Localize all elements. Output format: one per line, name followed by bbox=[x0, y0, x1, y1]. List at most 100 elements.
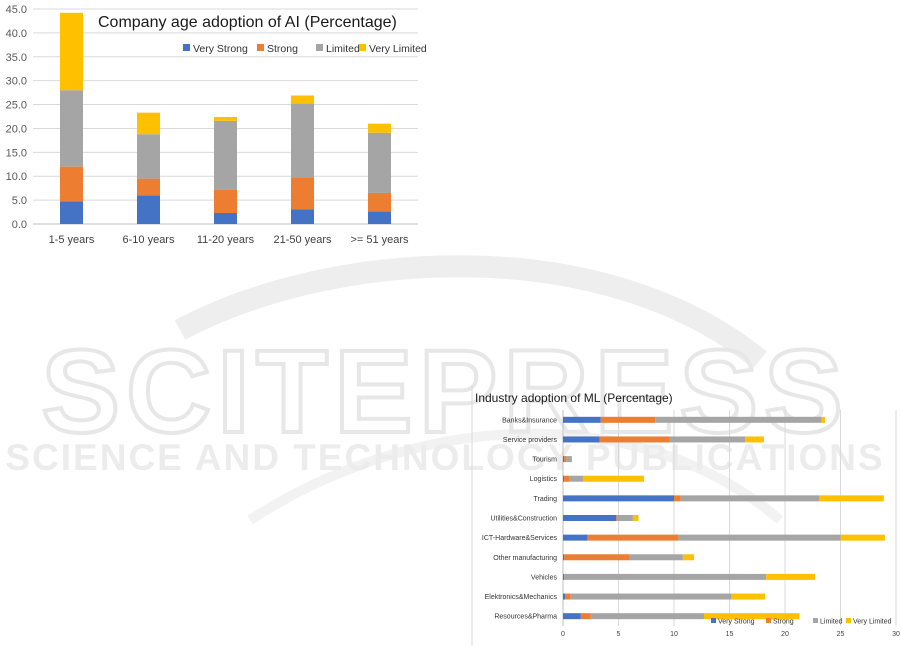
y-tick-label: Logistics bbox=[530, 476, 558, 483]
bar-very-strong bbox=[368, 211, 391, 224]
bar-very-strong bbox=[214, 213, 237, 224]
bar-limited bbox=[617, 515, 633, 521]
company-age-chart: 0.0 5.0 10.0 15.0 20.0 25.0 30.0 35.0 40.0 45.0 1-… bbox=[6, 4, 427, 246]
bar-limited bbox=[655, 416, 822, 423]
y-tick-label: 0.0 bbox=[12, 219, 27, 231]
watermark-swoosh bbox=[174, 255, 767, 369]
legend-swatch-strong bbox=[257, 44, 264, 51]
bar-strong bbox=[564, 554, 630, 561]
y-tick-label: 20.0 bbox=[6, 123, 27, 135]
legend-label-very-strong: Very Strong bbox=[193, 43, 248, 55]
bar-very-strong bbox=[563, 613, 581, 620]
bar-very-strong bbox=[563, 436, 600, 443]
bar-very-strong bbox=[137, 195, 160, 224]
y-tick-label: Utilities&Construction bbox=[490, 516, 557, 523]
bar-strong bbox=[368, 192, 391, 212]
bar-strong bbox=[580, 613, 591, 620]
bar-very-limited bbox=[840, 534, 885, 541]
y-tick-label: 40.0 bbox=[6, 28, 27, 40]
x-tick-label: 1-5 years bbox=[49, 234, 95, 246]
x-tick-label: 0 bbox=[561, 631, 565, 638]
bar-limited bbox=[569, 475, 583, 482]
bar-very-limited bbox=[60, 12, 83, 91]
bar-very-strong bbox=[563, 554, 565, 561]
x-tick-label: >= 51 years bbox=[350, 234, 409, 246]
legend-swatch-very-strong bbox=[183, 44, 190, 51]
bar-limited bbox=[566, 456, 572, 463]
bar-very-limited bbox=[368, 123, 391, 133]
bar-very-strong bbox=[563, 416, 601, 423]
bar-very-limited bbox=[819, 495, 884, 502]
y-tick-label: Banks&Insurance bbox=[502, 417, 557, 424]
bar-very-strong bbox=[291, 209, 314, 224]
legend-label-very-limited: Very Limited bbox=[369, 43, 427, 55]
bar-strong bbox=[137, 178, 160, 196]
x-tick-label: 11-20 years bbox=[197, 234, 255, 246]
legend-swatch-limited bbox=[316, 44, 323, 51]
bar-very-strong bbox=[60, 201, 83, 224]
x-tick-label: 21-50 years bbox=[273, 234, 332, 246]
y-tick-label: Trading bbox=[534, 496, 558, 503]
bar-strong bbox=[587, 534, 679, 541]
y-tick-label: Other manufacturing bbox=[493, 555, 557, 562]
y-tick-label: 10.0 bbox=[6, 171, 27, 183]
bar-very-strong bbox=[563, 593, 566, 600]
y-tick-label: Service providers bbox=[503, 437, 558, 444]
y-tick-label: 30.0 bbox=[6, 76, 27, 88]
x-tick-label: 15 bbox=[726, 631, 734, 638]
x-tick-label: 20 bbox=[781, 631, 789, 638]
legend-swatch-limited bbox=[813, 618, 818, 623]
y-tick-label: Tourism bbox=[532, 457, 557, 464]
bar-limited bbox=[137, 134, 160, 179]
bar-very-strong bbox=[563, 475, 565, 482]
y-tick-label: Resources&Pharma bbox=[494, 614, 557, 621]
bar-very-limited bbox=[582, 475, 645, 482]
bar-limited bbox=[60, 90, 83, 167]
bar-very-limited bbox=[214, 116, 237, 121]
bar-limited bbox=[368, 132, 391, 193]
bar-strong bbox=[214, 189, 237, 214]
bar-very-limited bbox=[821, 416, 825, 423]
x-tick-label: 5 bbox=[617, 631, 621, 638]
bar-strong bbox=[616, 515, 618, 521]
legend-label-very-limited: Very Limited bbox=[853, 619, 892, 626]
bar-very-limited bbox=[745, 436, 764, 443]
legend-swatch-strong bbox=[766, 618, 771, 623]
bar-limited bbox=[629, 554, 683, 561]
bar-limited bbox=[291, 103, 314, 178]
bar-very-limited bbox=[291, 95, 314, 104]
chart-title: Industry adoption of ML (Percentage) bbox=[475, 391, 673, 405]
bar-very-limited bbox=[137, 112, 160, 135]
x-tick-label: 25 bbox=[837, 631, 845, 638]
y-tick-label: 45.0 bbox=[6, 4, 27, 16]
bar-limited bbox=[570, 593, 732, 600]
watermark-subtitle: SCIENCE AND TECHNOLOGY PUBLICATIONS bbox=[5, 437, 884, 478]
bar-strong bbox=[564, 475, 570, 482]
y-tick-label: 35.0 bbox=[6, 52, 27, 64]
bar-very-strong bbox=[563, 534, 588, 541]
bar-very-strong bbox=[563, 515, 617, 521]
bar-strong bbox=[565, 593, 571, 600]
legend-label-limited: Limited bbox=[820, 619, 843, 626]
bar-strong bbox=[674, 495, 681, 502]
y-tick-label: 5.0 bbox=[12, 195, 27, 207]
bar-very-limited bbox=[703, 613, 800, 620]
bar-very-limited bbox=[632, 515, 639, 521]
y-tick-label: 25.0 bbox=[6, 100, 27, 112]
bar-very-strong bbox=[563, 456, 565, 463]
y-tick-label: 15.0 bbox=[6, 147, 27, 159]
bar-very-limited bbox=[731, 593, 766, 600]
y-tick-label: Elektronics&Mechanics bbox=[485, 594, 558, 601]
bar-limited bbox=[669, 436, 746, 443]
bar-limited bbox=[564, 573, 767, 580]
bar-very-strong bbox=[563, 495, 674, 502]
legend-swatch-very-strong bbox=[711, 618, 716, 623]
legend-label-strong: Strong bbox=[773, 619, 794, 626]
bar-very-limited bbox=[682, 554, 694, 561]
chart-title: Company age adoption of AI (Percentage) bbox=[98, 14, 397, 31]
x-tick-label: 6-10 years bbox=[123, 234, 175, 246]
bar-limited bbox=[678, 534, 841, 541]
bar-very-limited bbox=[766, 573, 815, 580]
industry-ml-chart: 0 5 10 15 20 25 30 Banks&Insurance Service provi… bbox=[471, 386, 900, 646]
